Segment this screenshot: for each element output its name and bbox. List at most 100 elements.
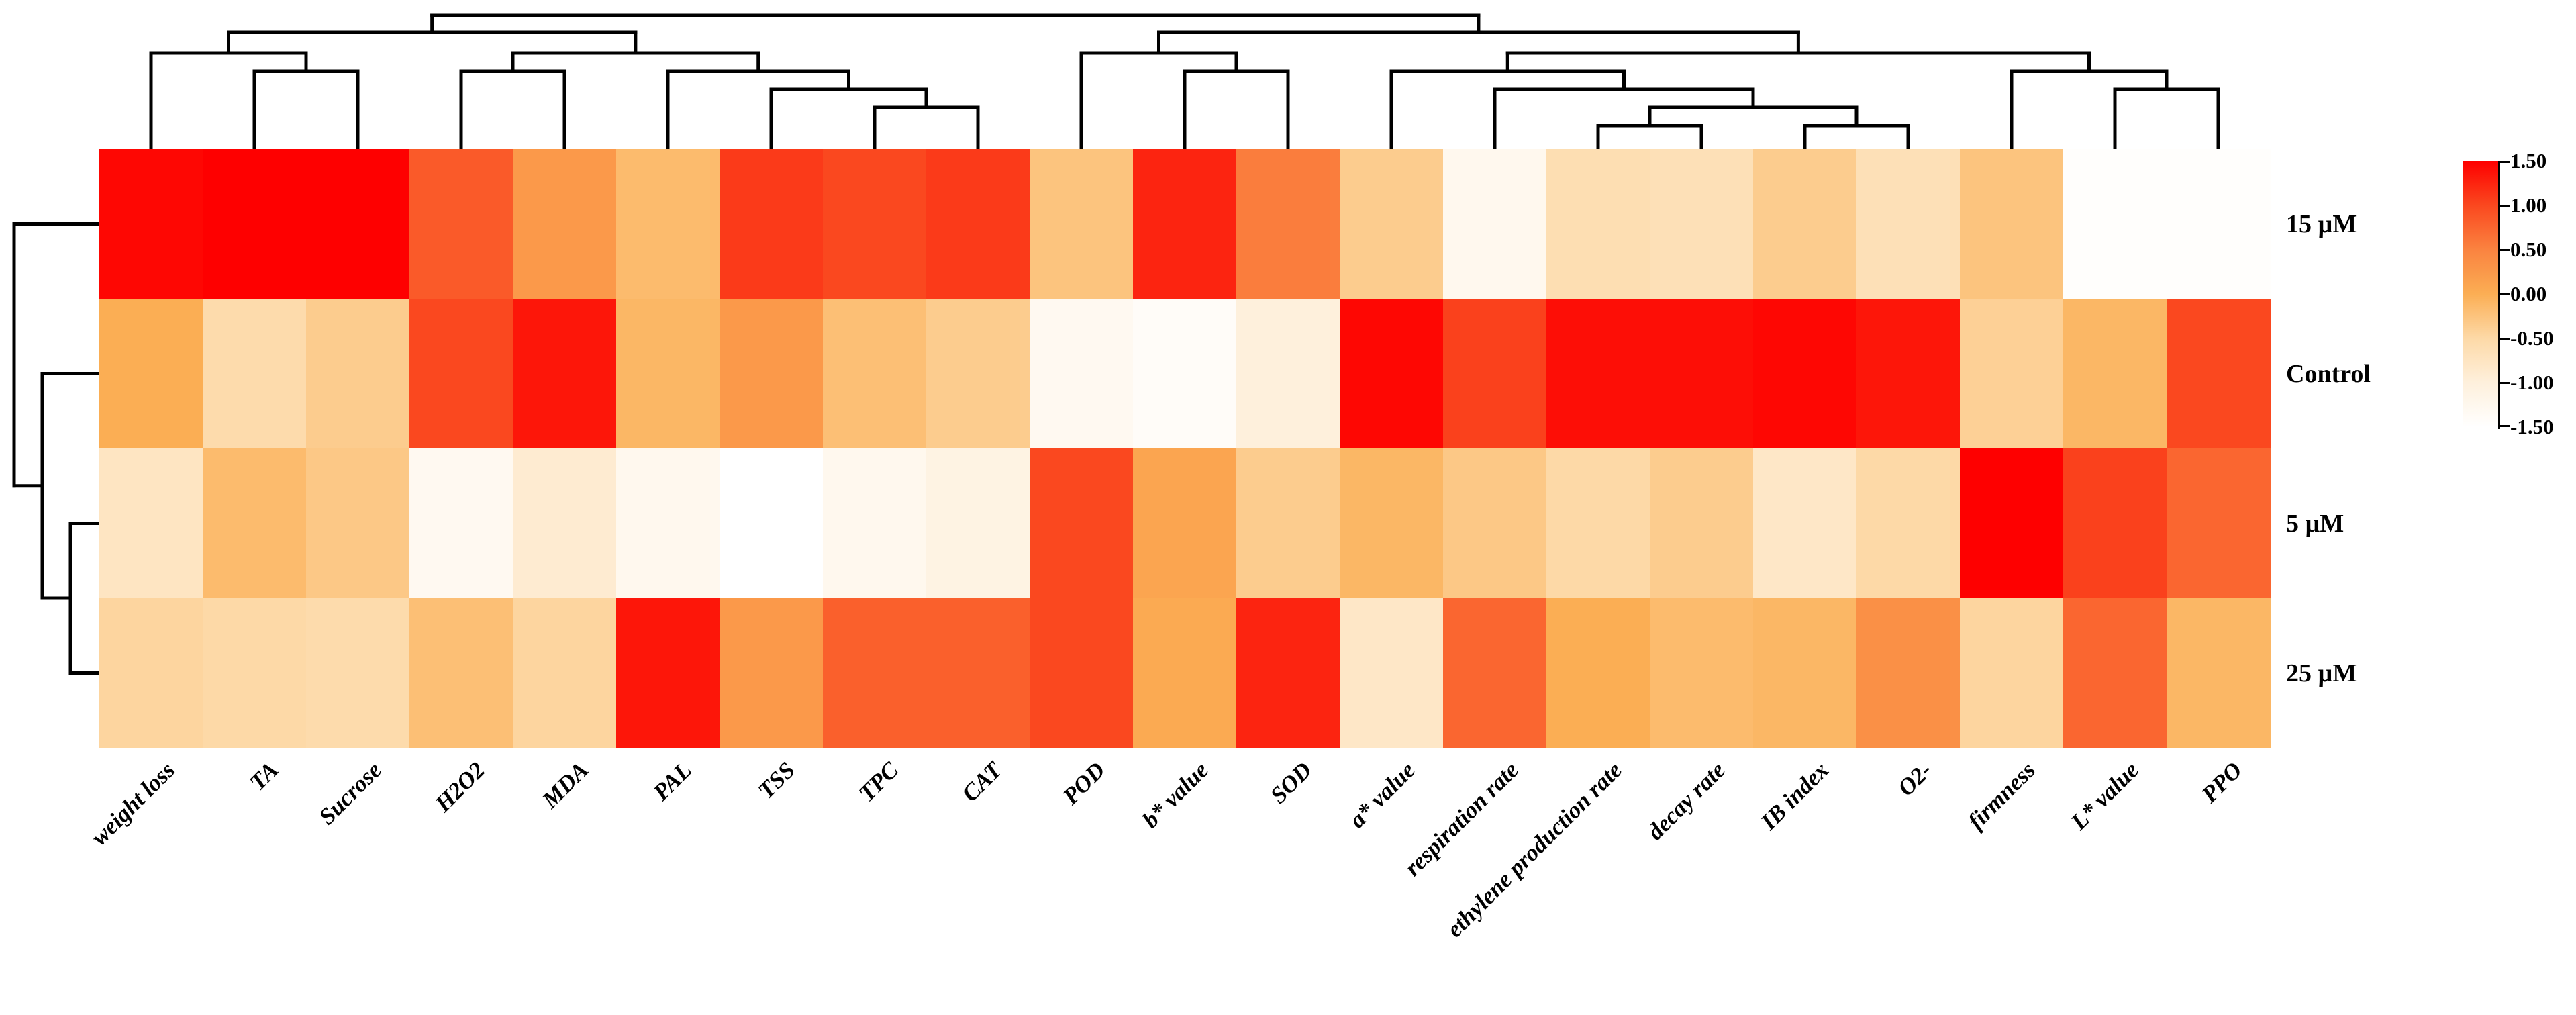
heatmap-cell — [99, 149, 203, 299]
heatmap-cell — [306, 149, 410, 299]
heatmap-cell — [513, 149, 617, 299]
legend-tick-label: -0.50 — [2510, 326, 2554, 350]
heatmap-cell — [720, 149, 824, 299]
heatmap-cell — [1650, 598, 1754, 748]
legend-tick — [2498, 204, 2510, 207]
heatmap-cell — [2167, 448, 2271, 599]
legend-tick — [2498, 337, 2510, 340]
legend-tick-label: 0.50 — [2510, 238, 2547, 261]
legend-tick — [2498, 293, 2510, 295]
row-label: 5 µM — [2286, 509, 2344, 538]
heatmap-cell — [2063, 149, 2167, 299]
heatmap-cell — [1546, 149, 1650, 299]
heatmap-cell — [1856, 299, 1961, 449]
heatmap-cell — [203, 149, 307, 299]
heatmap-cell — [1236, 448, 1340, 599]
row-label: 25 µM — [2286, 659, 2357, 687]
heatmap-cell — [1236, 299, 1340, 449]
heatmap-cell — [513, 299, 617, 449]
heatmap-cell — [926, 299, 1030, 449]
legend-tick — [2498, 161, 2510, 163]
heatmap-cell — [1133, 149, 1237, 299]
heatmap-cell — [409, 448, 513, 599]
heatmap-cell — [1650, 448, 1754, 599]
heatmap-cell — [1133, 448, 1237, 599]
heatmap-cell — [1030, 448, 1134, 599]
heatmap-cell — [409, 299, 513, 449]
row-label: 15 µM — [2286, 209, 2357, 238]
heatmap-cell — [2167, 299, 2271, 449]
heatmap-cell — [203, 448, 307, 599]
heatmap-cell — [1650, 149, 1754, 299]
heatmap-cell — [1443, 149, 1547, 299]
heatmap-cell — [1960, 299, 2064, 449]
heatmap-cell — [1546, 448, 1650, 599]
heatmap-cell — [616, 598, 720, 748]
heatmap-cell — [1236, 149, 1340, 299]
heatmap-cell — [1753, 299, 1857, 449]
legend-tick-label: 1.50 — [2510, 149, 2547, 173]
heatmap-cell — [1030, 149, 1134, 299]
heatmap-cell — [1443, 299, 1547, 449]
heatmap-cell — [1340, 149, 1444, 299]
heatmap-cell — [2167, 149, 2271, 299]
heatmap-cell — [720, 299, 824, 449]
heatmap-cell — [1856, 149, 1961, 299]
heatmap-cell — [1753, 149, 1857, 299]
heatmap-cell — [1030, 299, 1134, 449]
legend-tick-label: 0.00 — [2510, 282, 2547, 305]
heatmap-cell — [203, 299, 307, 449]
heatmap-cell — [1753, 448, 1857, 599]
heatmap-cell — [616, 149, 720, 299]
heatmap-cell — [1650, 299, 1754, 449]
heatmap-cell — [513, 448, 617, 599]
legend-tick — [2498, 381, 2510, 384]
heatmap-cell — [926, 598, 1030, 748]
heatmap-cell — [1236, 598, 1340, 748]
heatmap-cell — [926, 448, 1030, 599]
heatmap-cell — [823, 598, 927, 748]
heatmap-cell — [926, 149, 1030, 299]
heatmap-cell — [1856, 448, 1961, 599]
heatmap-cell — [1856, 598, 1961, 748]
legend-tick-label: -1.50 — [2510, 415, 2554, 438]
heatmap-cell — [2167, 598, 2271, 748]
heatmap-cell — [1960, 448, 2064, 599]
heatmap-cell — [720, 448, 824, 599]
heatmap-cell — [720, 598, 824, 748]
heatmap-cell — [1340, 448, 1444, 599]
heatmap-cell — [1960, 149, 2064, 299]
legend-tick-label: -1.00 — [2510, 371, 2554, 394]
heatmap-cell — [1443, 598, 1547, 748]
heatmap-cell — [1340, 598, 1444, 748]
heatmap-cell — [823, 149, 927, 299]
heatmap-cell — [1546, 598, 1650, 748]
heatmap-cell — [1340, 299, 1444, 449]
heatmap-cell — [306, 598, 410, 748]
heatmap-cell — [1133, 299, 1237, 449]
heatmap-cell — [409, 149, 513, 299]
heatmap-cell — [2063, 448, 2167, 599]
heatmap-cell — [1030, 598, 1134, 748]
heatmap-cell — [513, 598, 617, 748]
heatmap-cell — [1960, 598, 2064, 748]
heatmap-cell — [409, 598, 513, 748]
heatmap-cell — [1133, 598, 1237, 748]
heatmap-cell — [306, 299, 410, 449]
legend-axis-line — [2498, 161, 2500, 429]
heatmap-cell — [2063, 299, 2167, 449]
heatmap-cell — [99, 598, 203, 748]
heatmap-cell — [1443, 448, 1547, 599]
heatmap-cell — [306, 448, 410, 599]
heatmap-cell — [99, 448, 203, 599]
heatmap-cell — [203, 598, 307, 748]
row-label: Control — [2286, 359, 2371, 388]
heatmap-grid — [99, 149, 2271, 748]
heatmap-cell — [1753, 598, 1857, 748]
legend-tick — [2498, 248, 2510, 251]
heatmap-cell — [2063, 598, 2167, 748]
heatmap-cell — [1546, 299, 1650, 449]
heatmap-cell — [823, 299, 927, 449]
